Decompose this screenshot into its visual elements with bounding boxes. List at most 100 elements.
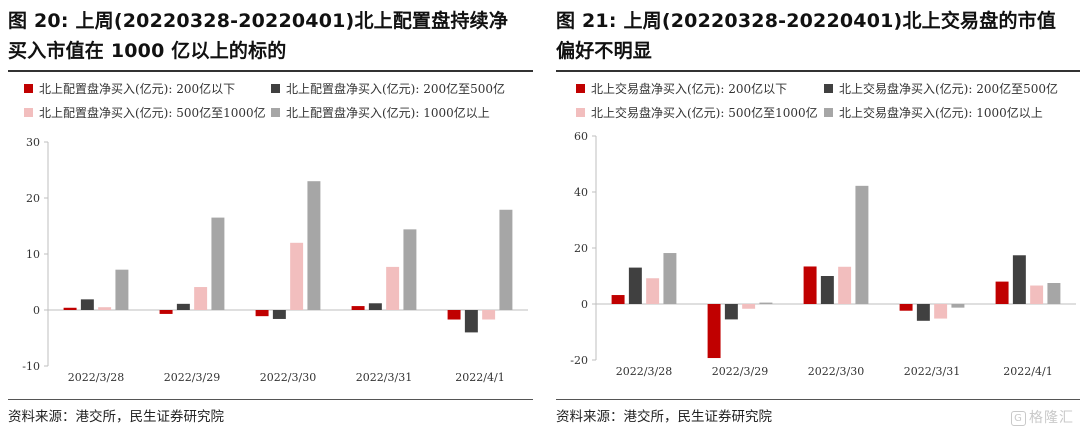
bar — [724, 304, 738, 320]
y-tick-label: -20 — [570, 354, 588, 367]
bar — [351, 306, 365, 310]
bar — [159, 310, 173, 314]
chart-panel-right: 图 21: 上周(20220328-20220401)北上交易盘的市值 偏好不明… — [556, 0, 1080, 431]
x-tick-label: 2022/3/28 — [616, 365, 672, 378]
x-tick-label: 2022/3/31 — [356, 371, 412, 384]
bar — [176, 303, 190, 310]
bar — [403, 229, 417, 310]
bar — [255, 310, 269, 317]
legend-item: 北上配置盘净买入(亿元): 200亿至500亿 — [271, 80, 505, 97]
bar — [803, 266, 817, 304]
legend-label: 北上配置盘净买入(亿元): 500亿至1000亿 — [39, 106, 266, 120]
legend-item: 北上交易盘净买入(亿元): 1000亿以上 — [824, 104, 1043, 121]
legend-swatch — [24, 84, 33, 93]
bar — [951, 304, 965, 308]
bar — [838, 266, 852, 304]
bar — [1047, 283, 1061, 304]
y-tick-label: 20 — [574, 242, 588, 255]
legend-swatch — [824, 108, 833, 117]
bar — [447, 310, 461, 320]
y-tick-label: 0 — [33, 304, 40, 317]
legend-label: 北上交易盘净买入(亿元): 200亿以下 — [591, 82, 788, 96]
bar — [290, 242, 304, 310]
bar — [934, 304, 948, 319]
bar — [916, 304, 930, 321]
x-tick-label: 2022/3/28 — [68, 371, 124, 384]
bar — [1030, 285, 1044, 304]
chart-title: 图 21: 上周(20220328-20220401)北上交易盘的市值 偏好不明… — [556, 6, 1080, 66]
legend-label: 北上交易盘净买入(亿元): 200亿至500亿 — [839, 82, 1059, 96]
legend-item: 北上交易盘净买入(亿元): 200亿以下 — [576, 80, 787, 97]
bar — [194, 287, 208, 310]
y-tick-label: 30 — [26, 136, 40, 149]
source-divider — [556, 399, 1080, 400]
legend-swatch — [24, 108, 33, 117]
legend-label: 北上交易盘净买入(亿元): 500亿至1000亿 — [591, 106, 818, 120]
x-tick-label: 2022/4/1 — [1003, 365, 1052, 378]
legend-item: 北上配置盘净买入(亿元): 200亿以下 — [24, 80, 235, 97]
legend-item: 北上配置盘净买入(亿元): 500亿至1000亿 — [24, 104, 266, 121]
bar-chart: -10 0 10 20 30 2022/3/28 2022/3/29 2022/3/30 202… — [22, 136, 528, 384]
watermark-logo: G 格隆汇 — [1011, 407, 1074, 427]
source-note: 资料来源：港交所，民生证券研究院 — [8, 409, 224, 425]
source-note: 资料来源：港交所，民生证券研究院 — [556, 409, 772, 425]
y-tick-label: 60 — [574, 130, 588, 143]
bar — [899, 304, 913, 311]
bar — [663, 253, 677, 304]
bar — [707, 304, 721, 359]
bar — [115, 269, 129, 310]
bar — [482, 310, 496, 320]
bar — [307, 181, 321, 310]
legend-label: 北上配置盘净买入(亿元): 200亿以下 — [39, 82, 236, 96]
bar — [820, 276, 834, 304]
bar — [98, 307, 112, 310]
bar — [855, 185, 869, 304]
y-tick-label: -10 — [22, 360, 40, 373]
y-tick-label: 0 — [581, 298, 588, 311]
bar — [995, 281, 1009, 304]
legend-swatch — [271, 84, 280, 93]
bar — [1012, 255, 1026, 304]
legend-item: 北上交易盘净买入(亿元): 500亿至1000亿 — [576, 104, 818, 121]
bar — [628, 267, 642, 304]
x-tick-label: 2022/3/30 — [260, 371, 316, 384]
legend-swatch — [271, 108, 280, 117]
bar-chart: -20 0 20 40 60 2022/3/28 2022/3/29 2022/3/30 202… — [570, 130, 1076, 378]
y-tick-label: 40 — [574, 186, 588, 199]
x-tick-label: 2022/3/30 — [808, 365, 864, 378]
chart-title-line2: 买入市值在 1000 亿以上的标的 — [8, 40, 287, 62]
bar — [759, 302, 773, 304]
watermark-text: 格隆汇 — [1029, 410, 1074, 426]
bar — [63, 307, 77, 310]
bar — [386, 266, 400, 310]
x-tick-label: 2022/3/29 — [164, 371, 220, 384]
bar — [611, 295, 625, 304]
legend-label: 北上配置盘净买入(亿元): 200亿至500亿 — [286, 82, 506, 96]
bar — [646, 278, 660, 304]
x-tick-label: 2022/3/31 — [904, 365, 960, 378]
watermark-icon: G — [1011, 411, 1026, 426]
title-divider — [8, 70, 533, 72]
legend-label: 北上交易盘净买入(亿元): 1000亿以上 — [839, 106, 1043, 120]
chart-panel-left: 图 20: 上周(20220328-20220401)北上配置盘持续净 买入市值… — [8, 0, 533, 431]
legend-swatch — [824, 84, 833, 93]
bar — [368, 303, 382, 310]
chart-title-line1: 图 21: 上周(20220328-20220401)北上交易盘的市值 — [556, 10, 1057, 32]
legend-swatch — [576, 108, 585, 117]
bar — [742, 304, 756, 309]
bar — [464, 310, 478, 333]
bar — [499, 209, 513, 310]
bar — [211, 217, 225, 310]
x-tick-label: 2022/4/1 — [455, 371, 504, 384]
title-divider — [556, 70, 1080, 72]
y-tick-label: 10 — [26, 248, 40, 261]
bar — [80, 299, 94, 310]
legend-swatch — [576, 84, 585, 93]
legend-item: 北上交易盘净买入(亿元): 200亿至500亿 — [824, 80, 1058, 97]
legend-item: 北上配置盘净买入(亿元): 1000亿以上 — [271, 104, 490, 121]
chart-title: 图 20: 上周(20220328-20220401)北上配置盘持续净 买入市值… — [8, 6, 533, 66]
chart-title-line2: 偏好不明显 — [556, 40, 653, 62]
chart-title-line1: 图 20: 上周(20220328-20220401)北上配置盘持续净 — [8, 10, 509, 32]
x-tick-label: 2022/3/29 — [712, 365, 768, 378]
bar — [272, 310, 286, 319]
